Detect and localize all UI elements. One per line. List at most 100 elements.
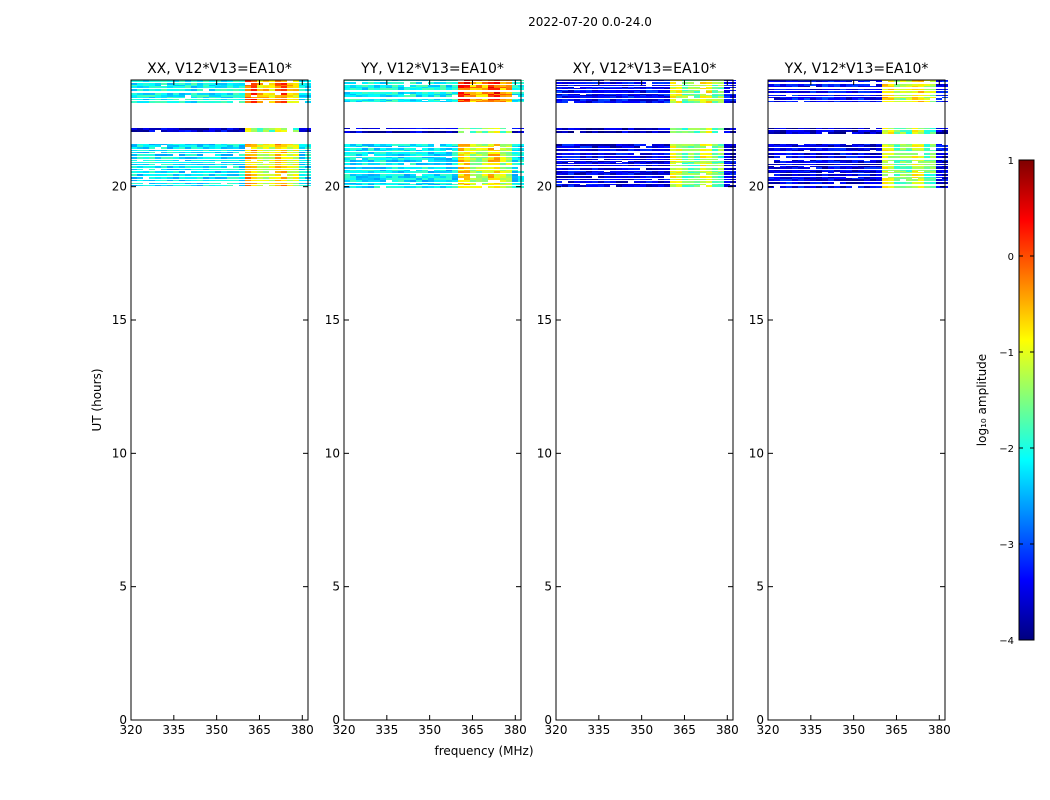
heatmap-cell (404, 101, 410, 102)
heatmap-cell (209, 95, 215, 97)
heatmap-cell (245, 183, 251, 184)
heatmap-cell (269, 144, 275, 145)
heatmap-cell (179, 164, 185, 165)
heatmap-cell (356, 88, 362, 90)
heatmap-cell (598, 181, 604, 183)
heatmap-cell (179, 171, 185, 173)
heatmap-cell (894, 89, 900, 90)
heatmap-cell (556, 173, 562, 175)
heatmap-cell (131, 177, 137, 179)
y-tick-label: 5 (544, 580, 552, 594)
heatmap-cell (362, 95, 368, 97)
panel-title: XY, V12*V13=EA10* (573, 61, 717, 77)
heatmap-cell (269, 162, 275, 163)
heatmap-cell (470, 100, 476, 101)
heatmap-cell (682, 87, 688, 88)
heatmap-cell (470, 178, 476, 180)
heatmap-cell (470, 94, 476, 95)
heatmap-cell (488, 152, 494, 154)
heatmap-cell (275, 166, 281, 168)
heatmap-cell (882, 156, 888, 158)
heatmap-cell (446, 94, 452, 95)
heatmap-cell (682, 168, 688, 170)
heatmap-cell (694, 149, 700, 151)
heatmap-cell (864, 170, 870, 171)
heatmap-cell (422, 148, 428, 150)
heatmap-cell (912, 166, 918, 167)
heatmap-cell (804, 177, 810, 178)
heatmap-cell (440, 144, 446, 146)
heatmap-cell (700, 163, 706, 164)
heatmap-cell (257, 152, 263, 153)
heatmap-cell (906, 89, 912, 90)
heatmap-cell (888, 86, 894, 87)
heatmap-cell (368, 180, 374, 182)
heatmap-cell (392, 82, 398, 84)
heatmap-cell (924, 178, 930, 179)
heatmap-cell (864, 148, 870, 150)
heatmap-cell (598, 128, 604, 130)
heatmap-cell (816, 166, 822, 167)
heatmap-cell (173, 157, 179, 159)
heatmap-cell (482, 146, 488, 147)
heatmap-cell (906, 161, 912, 163)
heatmap-cell (724, 90, 730, 91)
heatmap-cell (688, 149, 694, 151)
heatmap-cell (604, 165, 610, 166)
heatmap-cell (810, 170, 816, 171)
heatmap-cell (682, 179, 688, 180)
heatmap-cell (374, 170, 380, 171)
heatmap-cell (574, 149, 580, 151)
plot-frame (343, 79, 522, 721)
heatmap-cell (179, 95, 185, 97)
heatmap-cell (670, 99, 676, 101)
heatmap-cell (155, 157, 161, 159)
heatmap-cell (476, 85, 482, 87)
heatmap-cell (362, 146, 368, 147)
heatmap-cell (688, 179, 694, 180)
heatmap-cell (137, 95, 143, 97)
heatmap-cell (706, 171, 712, 172)
heatmap-cell (209, 86, 215, 88)
heatmap-cell (682, 101, 688, 103)
heatmap-cell (810, 98, 816, 100)
heatmap-cell (628, 99, 634, 101)
heatmap-cell (410, 131, 416, 133)
heatmap-cell (828, 95, 834, 96)
heatmap-cell (664, 162, 670, 163)
heatmap-cell (562, 176, 568, 178)
heatmap-cell (434, 148, 440, 150)
heatmap-cell (918, 128, 924, 129)
heatmap-cell (203, 183, 209, 184)
heatmap-cell (592, 91, 598, 93)
heatmap-cell (888, 81, 894, 82)
heatmap-cell (664, 159, 670, 160)
heatmap-cell (822, 91, 828, 93)
heatmap-cell (416, 160, 422, 162)
heatmap-cell (410, 184, 416, 185)
heatmap-cell (293, 150, 299, 151)
heatmap-cell (870, 132, 876, 134)
heatmap-cell (912, 145, 918, 147)
heatmap-cell (670, 173, 676, 175)
heatmap-cell (239, 183, 245, 184)
heatmap-cell (616, 156, 622, 158)
heatmap-cell (191, 180, 197, 181)
heatmap-cell (634, 128, 640, 130)
heatmap-cell (458, 88, 464, 90)
heatmap-cell (299, 145, 305, 147)
heatmap-cell (700, 144, 706, 146)
heatmap-cell (374, 148, 380, 150)
heatmap-cell (458, 100, 464, 101)
heatmap-cell (640, 159, 646, 160)
heatmap-cell (574, 179, 580, 180)
heatmap-cell (882, 101, 888, 102)
heatmap-cell (870, 174, 876, 176)
heatmap-cell (209, 147, 215, 149)
heatmap-cell (768, 148, 774, 150)
heatmap-cell (197, 150, 203, 151)
heatmap-cell (221, 171, 227, 173)
heatmap-cell (846, 98, 852, 100)
heatmap-cell (500, 87, 506, 88)
